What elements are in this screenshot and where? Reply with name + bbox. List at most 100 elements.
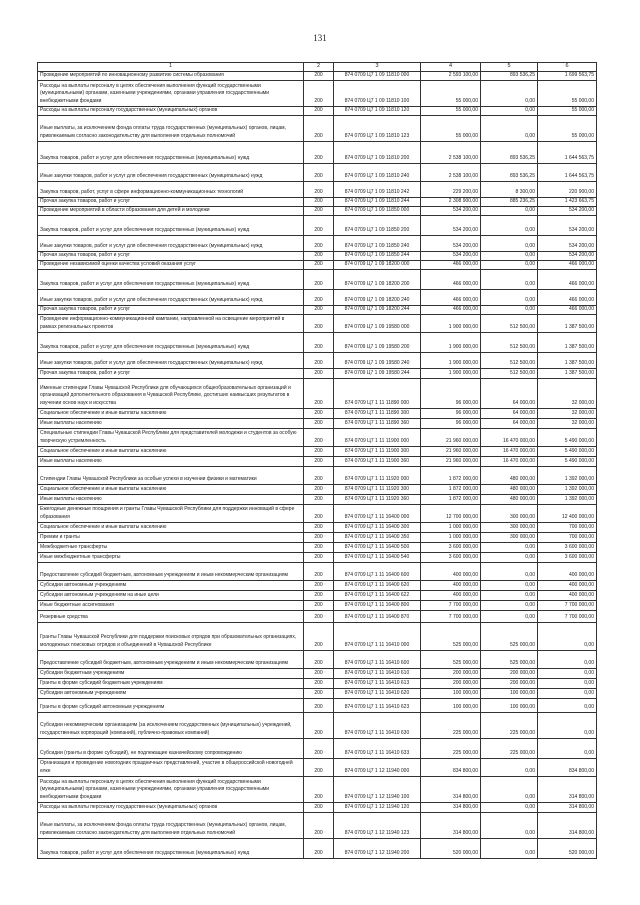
row-description: Иные закупки товаров, работ и услуг для … (37, 288, 304, 306)
row-col6: 0,00 (537, 697, 597, 713)
row-code: 874 0709 Ц7 1 12 11940 120 (333, 801, 421, 813)
row-col2: 200 (303, 521, 334, 533)
table-row: Иные закупки товаров, работ и услуг для … (37, 288, 597, 306)
row-col5: 0,00 (480, 105, 538, 116)
row-col6: 0,00 (537, 677, 597, 689)
row-description: Организация и проведение новогодних праз… (37, 757, 304, 777)
row-col4: 21 960 000,00 (420, 455, 481, 467)
header-row: 1 2 3 4 5 6 (37, 62, 597, 72)
row-col6: 0,00 (537, 667, 597, 679)
row-col5: 0,00 (480, 114, 538, 142)
row-col2: 200 (303, 417, 334, 429)
row-col2: 200 (303, 687, 334, 699)
row-code: 874 0709 Ц7 1 09 11810 242 (333, 180, 421, 198)
row-col4: 96 000,00 (420, 417, 481, 429)
row-code: 874 0709 Ц7 1 09 11810 120 (333, 105, 421, 116)
row-col4: 466 000,00 (420, 304, 481, 315)
row-col2: 200 (303, 493, 334, 505)
row-description: Закупка товаров, работ и услуг для обесп… (37, 140, 304, 164)
row-col6: 55 000,00 (537, 79, 597, 107)
row-code: 874 0709 Ц7 1 09 11810 123 (333, 114, 421, 142)
row-col5: 0,00 (480, 551, 538, 563)
table-row: Организация и проведение новогодних праз… (37, 757, 597, 777)
row-description: Предоставление субсидий бюджетным, автон… (37, 649, 304, 669)
row-code: 874 0709 Ц7 1 11 16400 500 (333, 541, 421, 553)
row-col6: 5 490 000,00 (537, 455, 597, 467)
row-col2: 200 (303, 304, 334, 315)
table-row: Иные выплаты, за исключением фонда оплат… (37, 114, 597, 142)
row-col6: 534 200,00 (537, 205, 597, 216)
table-row: Расходы на выплаты персоналу государстве… (37, 105, 597, 116)
table-row: Субсидии бюджетным учреждениям 200 874 070… (37, 667, 597, 679)
row-code: 874 0709 Ц7 1 09 19580 000 (333, 313, 421, 333)
table-row: Иные закупки товаров, работ и услуг для … (37, 351, 597, 369)
row-col4: 525 000,00 (420, 649, 481, 669)
row-col2: 200 (303, 427, 334, 447)
row-col6: 400 000,00 (537, 589, 597, 601)
table-row: Специальные стипендии Главы Чувашской Ре… (37, 427, 597, 447)
row-code: 874 0709 Ц7 1 11 11920 000 (333, 465, 421, 485)
row-col6: 700 000,00 (537, 531, 597, 543)
row-col5: 100 000,00 (480, 697, 538, 713)
row-col6: 834 800,00 (537, 757, 597, 777)
row-col6: 32 000,00 (537, 377, 597, 409)
table-row: Иные межбюджетные трансферты 200 874 0709 … (37, 551, 597, 563)
row-code: 874 0709 Ц7 1 09 11850 000 (333, 205, 421, 216)
row-code: 874 0709 Ц7 1 11 16410 610 (333, 667, 421, 679)
row-col4: 7 700 000,00 (420, 599, 481, 611)
row-col4: 3 600 000,00 (420, 551, 481, 563)
row-description: Закупка товаров, работ и услуг для обесп… (37, 331, 304, 353)
row-description: Иные бюджетные ассигнования (37, 599, 304, 611)
row-col4: 21 960 000,00 (420, 445, 481, 457)
row-col4: 100 000,00 (420, 697, 481, 713)
row-col6: 0,00 (537, 737, 597, 759)
row-description: Прочая закупка товаров, работ и услуг (37, 304, 304, 315)
row-col5: 893 536,25 (480, 162, 538, 182)
row-col5: 0,00 (480, 837, 538, 859)
row-col2: 200 (303, 465, 334, 485)
row-col6: 400 000,00 (537, 561, 597, 581)
row-col4: 534 200,00 (420, 205, 481, 216)
row-col4: 1 872 000,00 (420, 465, 481, 485)
row-col2: 200 (303, 667, 334, 679)
row-col4: 7 700 000,00 (420, 609, 481, 623)
table-row: Иные выплаты, за исключением фонда оплат… (37, 811, 597, 839)
table-row: Гранты в форме субсидий автономным учреж… (37, 697, 597, 713)
row-description: Гранты Главы Чувашской Республики для по… (37, 621, 304, 651)
table-row: Иные закупки товаров, работ и услуг для … (37, 234, 597, 252)
table-row: Расходы на выплаты персоналу в целях обе… (37, 79, 597, 107)
row-col4: 1 000 000,00 (420, 531, 481, 543)
row-col4: 55 000,00 (420, 105, 481, 116)
row-code: 874 0709 Ц7 1 09 19580 244 (333, 367, 421, 379)
row-code: 874 0709 Ц7 1 09 11850 240 (333, 234, 421, 252)
row-col6: 32 000,00 (537, 417, 597, 429)
row-col4: 400 000,00 (420, 561, 481, 581)
row-col4: 200 000,00 (420, 677, 481, 689)
row-col2: 200 (303, 599, 334, 611)
row-col2: 200 (303, 503, 334, 523)
row-col2: 200 (303, 579, 334, 591)
table-row: Субсидии автономным учреждениям 200 874 07… (37, 687, 597, 699)
row-col6: 5 490 000,00 (537, 445, 597, 457)
row-code: 874 0709 Ц7 1 09 19580 240 (333, 351, 421, 369)
row-code: 874 0709 Ц7 1 11 16400 870 (333, 609, 421, 623)
row-col2: 200 (303, 531, 334, 543)
table-row: Гранты в форме субсидий бюджетным учрежд… (37, 677, 597, 689)
row-description: Иные выплаты, за исключением фонда оплат… (37, 114, 304, 142)
table-row: Иные выплаты населению 200 874 0709 Ц7 1 1… (37, 455, 597, 467)
row-col6: 1 644 563,75 (537, 140, 597, 164)
row-col2: 200 (303, 711, 334, 739)
row-col5: 480 000,00 (480, 493, 538, 505)
row-description: Расходы на выплаты персоналу в целях обе… (37, 775, 304, 803)
row-description: Иные выплаты населению (37, 417, 304, 429)
row-col4: 229 200,00 (420, 180, 481, 198)
row-description: Прочая закупка товаров, работ и услуг (37, 196, 304, 207)
row-description: Субсидии автономным учреждениям (37, 687, 304, 699)
row-col6: 1 423 663,75 (537, 196, 597, 207)
table-row: Социальное обеспечение и иные выплаты на… (37, 407, 597, 419)
row-col6: 314 800,00 (537, 801, 597, 813)
row-col5: 300 000,00 (480, 531, 538, 543)
row-col5: 0,00 (480, 234, 538, 252)
row-col6: 534 200,00 (537, 250, 597, 261)
table-row: Субсидии автономным учреждениям 200 874 07… (37, 579, 597, 591)
